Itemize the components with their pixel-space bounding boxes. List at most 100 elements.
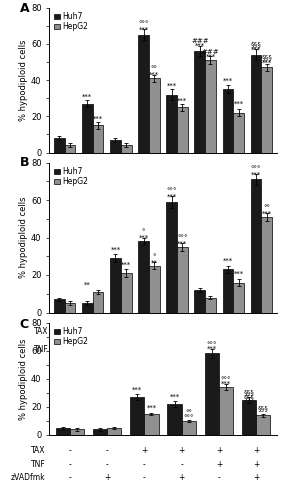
Text: TAX: TAX <box>85 167 100 176</box>
Bar <box>256 416 270 435</box>
Text: -: - <box>232 346 235 354</box>
Text: 24-30: 24-30 <box>194 328 216 336</box>
Text: 0-12: 0-12 <box>84 328 101 336</box>
Text: +: + <box>253 460 259 469</box>
Text: 0-30: 0-30 <box>253 328 270 336</box>
Text: ***: *** <box>121 262 131 268</box>
Text: ***: *** <box>207 346 217 352</box>
Text: ***: *** <box>234 271 244 277</box>
Text: **: ** <box>84 282 91 288</box>
Text: -: - <box>106 446 108 455</box>
Text: ***: *** <box>93 116 103 121</box>
Bar <box>82 104 93 152</box>
Text: ***: *** <box>139 236 149 242</box>
Text: ***: *** <box>177 98 187 103</box>
Text: TAX: TAX <box>142 167 156 176</box>
Text: ***: *** <box>146 405 157 411</box>
Bar <box>149 266 160 312</box>
Text: 0-30: 0-30 <box>225 328 242 336</box>
Bar <box>223 270 233 312</box>
Text: °°°: °°° <box>166 188 177 194</box>
Text: ***: *** <box>132 387 142 393</box>
Text: -: - <box>63 328 66 336</box>
Bar <box>93 126 103 152</box>
Text: TNF: TNF <box>114 184 128 194</box>
Text: 0-30: 0-30 <box>168 328 186 336</box>
Text: ###: ### <box>202 48 219 54</box>
Text: ***: *** <box>221 381 231 387</box>
Bar <box>223 89 233 152</box>
Text: 18-24: 18-24 <box>138 346 160 354</box>
Text: 6-12: 6-12 <box>84 346 101 354</box>
Text: ***: *** <box>223 258 233 264</box>
Text: ***: *** <box>167 83 177 89</box>
Bar <box>233 282 244 312</box>
Bar <box>54 138 65 152</box>
Text: zVADfmk: zVADfmk <box>11 473 46 482</box>
Text: TNF: TNF <box>142 184 156 194</box>
Text: TAX: TAX <box>34 328 48 336</box>
Text: °°°: °°° <box>138 22 149 28</box>
Text: +: + <box>178 473 185 482</box>
Bar <box>107 428 121 435</box>
Text: ***: *** <box>169 394 180 400</box>
Text: A: A <box>20 2 29 15</box>
Text: 0-30: 0-30 <box>253 346 270 354</box>
Text: ***: *** <box>262 211 272 217</box>
Bar <box>182 421 196 435</box>
Bar <box>144 414 158 435</box>
Text: +: + <box>178 446 185 455</box>
Text: 0-18: 0-18 <box>112 328 129 336</box>
Text: °°°: °°° <box>207 342 217 348</box>
Text: COL: COL <box>226 167 241 176</box>
Text: -: - <box>63 346 66 354</box>
Text: +: + <box>216 446 222 455</box>
Text: -: - <box>63 167 66 176</box>
Bar <box>130 397 144 435</box>
Text: -: - <box>232 184 235 194</box>
Text: °°°: °°° <box>221 377 231 383</box>
Bar <box>194 290 205 312</box>
Text: +: + <box>253 473 259 482</box>
Text: +: + <box>141 446 148 455</box>
Text: °°°: °°° <box>177 236 188 242</box>
Bar <box>205 354 219 435</box>
Y-axis label: % hypodiploid cells: % hypodiploid cells <box>19 338 28 419</box>
Text: °: ° <box>142 230 145 235</box>
Text: -: - <box>91 184 94 194</box>
Y-axis label: % hypodiploid cells: % hypodiploid cells <box>19 40 28 120</box>
Legend: Huh7, HepG2: Huh7, HepG2 <box>53 12 89 32</box>
Text: NOC: NOC <box>169 167 185 176</box>
Text: §§§: §§§ <box>244 390 255 396</box>
Bar <box>65 303 75 312</box>
Text: °: ° <box>153 254 156 260</box>
Text: +: + <box>253 446 259 455</box>
Text: -: - <box>119 167 122 176</box>
Text: §§§: §§§ <box>251 42 261 48</box>
Text: +: + <box>104 473 110 482</box>
Text: -: - <box>176 184 178 194</box>
Text: TNF: TNF <box>31 460 46 469</box>
Text: ***: *** <box>149 72 159 78</box>
Bar <box>138 34 149 152</box>
Text: -: - <box>106 460 108 469</box>
Text: TAX: TAX <box>31 446 46 455</box>
Bar <box>65 145 75 152</box>
Text: -: - <box>217 473 220 482</box>
Text: 24-30: 24-30 <box>166 346 188 354</box>
Bar <box>93 430 107 435</box>
Bar <box>242 400 256 435</box>
Text: COL: COL <box>254 167 269 176</box>
Text: ###: ### <box>191 38 209 44</box>
Text: §§§: §§§ <box>244 394 255 400</box>
Text: §§§: §§§ <box>258 405 269 411</box>
Bar <box>138 242 149 312</box>
Bar <box>70 430 84 435</box>
Bar <box>233 112 244 152</box>
Text: ***: *** <box>82 94 92 100</box>
Bar <box>251 180 261 312</box>
Text: °°°: °°° <box>183 415 194 421</box>
Text: ***: *** <box>167 194 177 200</box>
Text: §§§: §§§ <box>261 54 272 60</box>
Text: ***: *** <box>177 241 187 247</box>
